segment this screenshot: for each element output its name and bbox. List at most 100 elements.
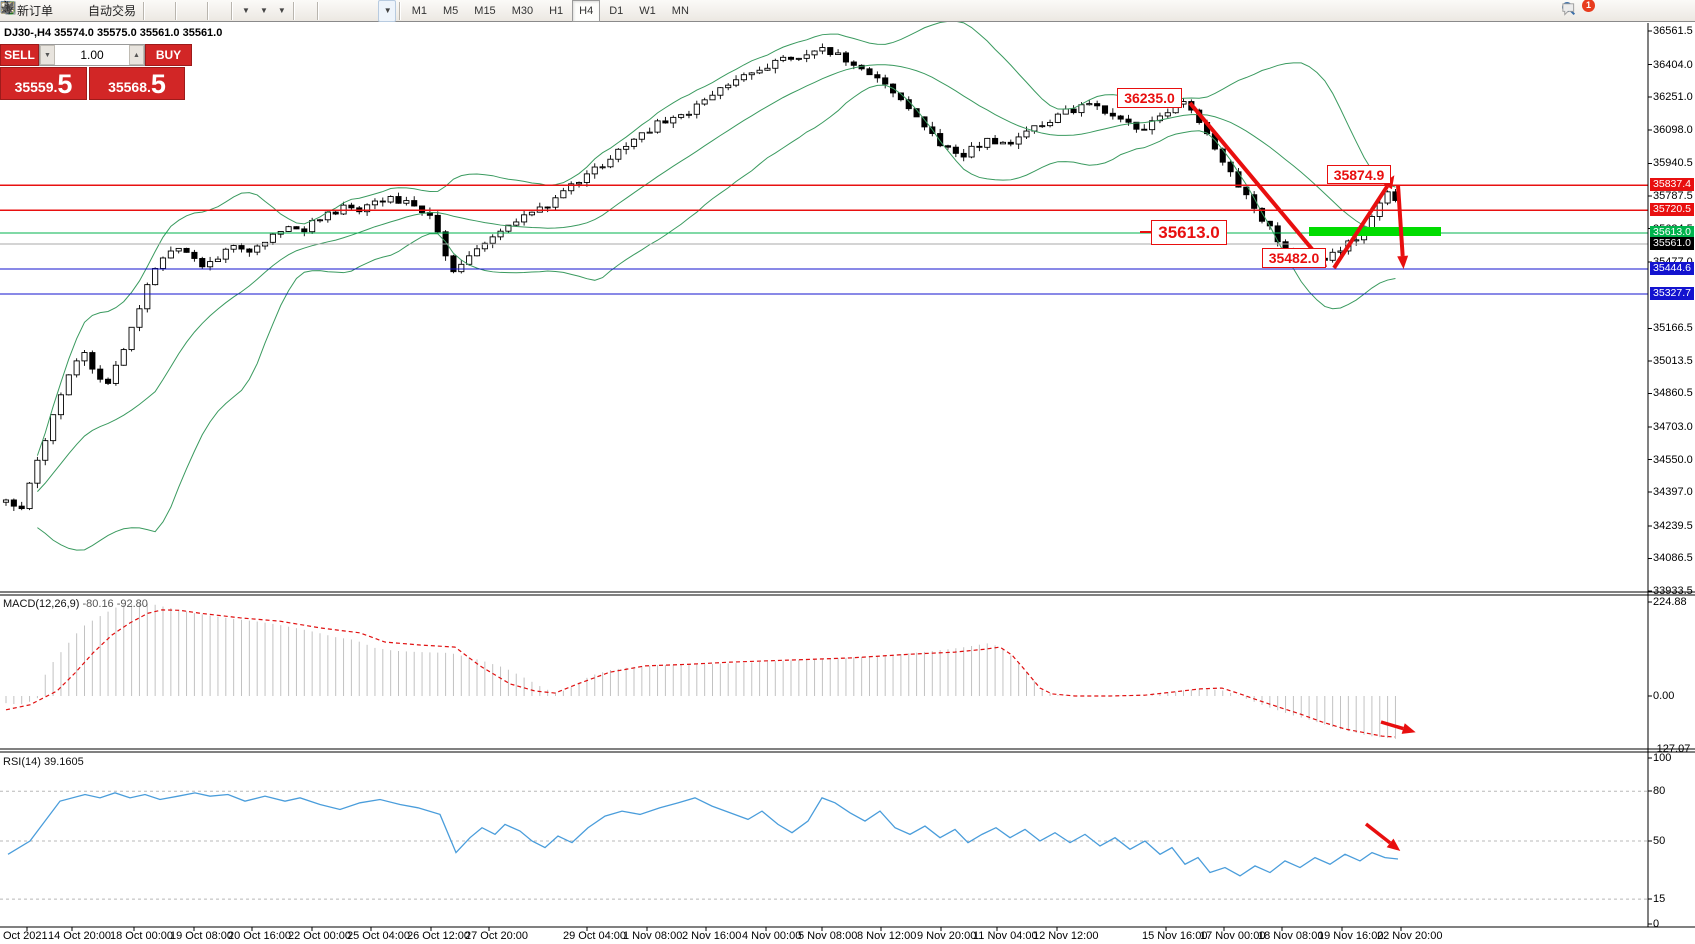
- trendline-button[interactable]: [1, 0, 346, 22]
- macd-axis-tick: -127.07: [1653, 743, 1691, 756]
- price-axis-tick: 35940.5: [1653, 157, 1693, 170]
- rsi-indicator-label: RSI(14) 39.1605: [3, 756, 84, 768]
- pane-frames: [0, 23, 1695, 931]
- volume-decrease-button[interactable]: ▼: [40, 45, 55, 65]
- volume-increase-button[interactable]: ▲: [129, 45, 144, 65]
- price-axis-badge: 35837.4: [1650, 178, 1694, 192]
- price-axis-tick: 34397.0: [1653, 486, 1693, 499]
- sell-button[interactable]: SELL: [0, 44, 39, 66]
- zoom-out-button[interactable]: [1, 0, 196, 22]
- timeframe-M1[interactable]: M1: [411, 4, 427, 17]
- price-axis-tick: 35787.5: [1653, 189, 1693, 202]
- rsi-axis-tick: 50: [1653, 835, 1666, 847]
- rsi-axis-tick: 15: [1653, 893, 1666, 906]
- time-axis-label: 9 Nov 20:00: [917, 930, 977, 942]
- notifications-icon[interactable]: 1: [1562, 0, 1595, 23]
- crosshair-button[interactable]: [1, 0, 314, 22]
- auto-scroll-button[interactable]: [1, 0, 220, 22]
- toolbar-separator: [207, 1, 210, 20]
- sell-price[interactable]: 35559. 5: [0, 67, 87, 100]
- templates-button[interactable]: ▼: [0, 0, 290, 22]
- time-axis-label: 18 Nov 08:00: [1258, 930, 1324, 942]
- price-annotation-35613.0[interactable]: 35613.0: [1151, 220, 1227, 245]
- indicator-panes: [0, 603, 1648, 900]
- price-annotation-35874.9[interactable]: 35874.9: [1327, 165, 1391, 184]
- rsi-line: [7, 792, 1399, 877]
- channel-button[interactable]: E: [1, 0, 354, 22]
- price-axis-badge: 35561.0: [1650, 237, 1694, 251]
- toolbar-separator: [231, 1, 234, 20]
- trend-arrow-2[interactable]: [1332, 175, 1395, 270]
- time-axis-label: 20 Oct 16:00: [228, 930, 291, 942]
- price-axis-badge: 35444.6: [1650, 261, 1694, 275]
- timeframe-D1[interactable]: D1: [609, 4, 624, 17]
- indicators-button[interactable]: ▼: [0, 0, 254, 22]
- toolbar-separator: [316, 1, 319, 20]
- macd-indicator-label: MACD(12,26,9) -80.16 -92.80: [3, 598, 148, 610]
- chevron-down-icon[interactable]: ▼: [383, 6, 392, 15]
- gold-button[interactable]: [1, 0, 65, 22]
- volume-input[interactable]: [55, 45, 129, 65]
- price-axis-tick: 34550.0: [1653, 453, 1693, 466]
- rsi-axis-tick: 100: [1653, 752, 1672, 764]
- cursor-button[interactable]: [4, 0, 306, 22]
- autotrading-button[interactable]: 自动交易: [0, 0, 140, 22]
- buy-price[interactable]: 35568. 5: [89, 67, 185, 100]
- time-axis-label: 1 Nov 08:00: [623, 930, 683, 942]
- tile-windows-button[interactable]: [0, 0, 204, 22]
- market-watch-button[interactable]: [0, 0, 73, 22]
- text-label-button[interactable]: T: [0, 0, 378, 22]
- timeframe-M15[interactable]: M15: [474, 4, 496, 17]
- chevron-down-icon[interactable]: ▼: [242, 6, 250, 15]
- timeframe-H4[interactable]: H4: [572, 0, 601, 22]
- vertical-line-button[interactable]: [6, 0, 330, 22]
- timeframe-M5[interactable]: M5: [443, 4, 459, 17]
- candles-layer: [2, 43, 1399, 511]
- text-button[interactable]: A: [3, 0, 370, 22]
- macd-down-arrow[interactable]: [1380, 720, 1416, 734]
- time-axis-label: Oct 2021: [3, 930, 48, 942]
- buy-button[interactable]: BUY: [145, 44, 192, 66]
- line-chart-button[interactable]: [1, 0, 172, 22]
- time-axis-label: 22 Oct 00:00: [288, 930, 351, 942]
- toolbar: 新订单 自动交易 ▼ ▼ ▼ E F A T ▼ M1 M5 M15 M30 H1 H4 D1 W1 MN 1: [0, 0, 1695, 22]
- price-axis-tick: 36251.0: [1653, 91, 1693, 104]
- signal-button[interactable]: [2, 0, 81, 22]
- trend-arrow-3[interactable]: [1396, 184, 1409, 269]
- time-axis-label: 8 Nov 12:00: [857, 930, 917, 942]
- arrows-button[interactable]: ▼: [1, 0, 396, 22]
- time-axis-label: 12 Nov 12:00: [1033, 930, 1099, 942]
- zoom-in-button[interactable]: [1, 0, 188, 22]
- horizontal-levels[interactable]: [0, 184, 1648, 295]
- support-zone-highlight[interactable]: [1309, 227, 1441, 236]
- candlestick-button[interactable]: [2, 0, 164, 22]
- horizontal-line-button[interactable]: [1, 0, 338, 22]
- time-axis-label: 25 Oct 04:00: [347, 930, 410, 942]
- chevron-down-icon[interactable]: ▼: [277, 6, 286, 15]
- timeframe-MN[interactable]: MN: [671, 4, 689, 17]
- price-annotation-35482.0[interactable]: 35482.0: [1262, 248, 1326, 268]
- fibonacci-button[interactable]: F: [1, 0, 362, 22]
- time-axis-label: 17 Nov 00:00: [1200, 930, 1266, 942]
- time-axis-label: 22 Nov 20:00: [1377, 930, 1443, 942]
- time-axis-label: 26 Oct 12:00: [407, 930, 470, 942]
- svg-text:T: T: [5, 3, 10, 13]
- toolbar-separator: [292, 1, 295, 20]
- time-axis-label: 15 Nov 16:00: [1142, 930, 1208, 942]
- timeframe-H1[interactable]: H1: [549, 4, 564, 17]
- toolbar-separator: [398, 1, 401, 20]
- price-axis-tick: 33933.5: [1653, 584, 1693, 597]
- rsi-down-arrow[interactable]: [1364, 822, 1401, 851]
- bar-chart-button[interactable]: [1, 0, 156, 22]
- periods-button[interactable]: ▼: [1, 0, 272, 22]
- time-axis-label: 19 Oct 08:00: [170, 930, 233, 942]
- new-order-button[interactable]: 新订单: [0, 0, 57, 22]
- time-axis-label: 14 Oct 20:00: [48, 930, 111, 942]
- timeframe-M30[interactable]: M30: [511, 4, 534, 17]
- chevron-down-icon[interactable]: ▼: [259, 6, 268, 15]
- price-annotation-36235.0[interactable]: 36235.0: [1117, 88, 1182, 108]
- timeframe-W1[interactable]: W1: [639, 4, 656, 17]
- chart-shift-button[interactable]: [1, 0, 228, 22]
- price-axis-tick: 36404.0: [1653, 58, 1693, 71]
